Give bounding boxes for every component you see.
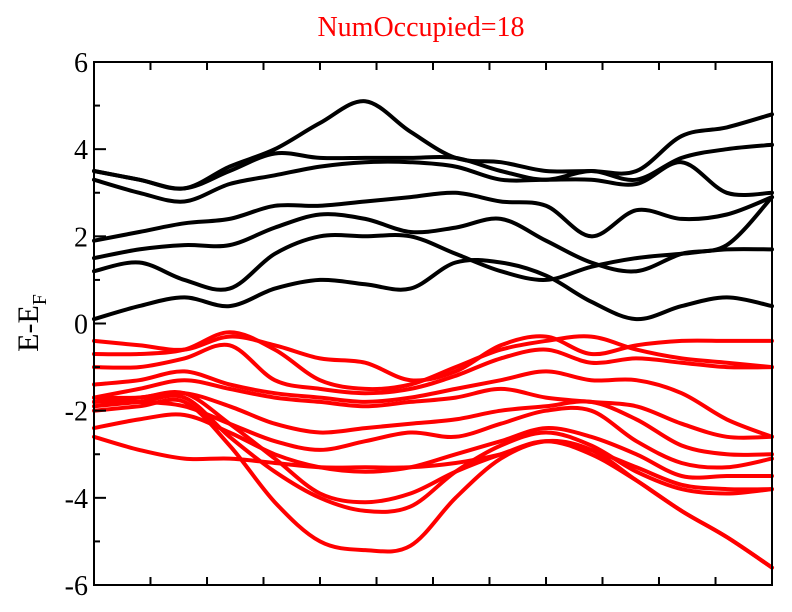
chart-title: NumOccupied=18 xyxy=(317,12,524,43)
plot-frame xyxy=(93,61,773,586)
y-tick-label: -2 xyxy=(65,397,88,428)
unoccupied-band-6 xyxy=(92,99,774,191)
occupied-band-10 xyxy=(92,369,774,439)
occupied-band-9 xyxy=(92,342,774,396)
occupied-band-12 xyxy=(92,390,774,457)
occupied-band-8 xyxy=(92,330,774,392)
series-layer xyxy=(92,99,774,570)
y-axis-label-main: E-E xyxy=(12,305,45,352)
unoccupied-band-1 xyxy=(92,233,774,292)
axes-layer: 6 4 2 0 -2 -4 -6 xyxy=(65,48,773,602)
y-tick-label: -6 xyxy=(65,571,88,602)
y-tick-label: 0 xyxy=(74,310,88,341)
occupied-band-14 xyxy=(92,412,774,480)
unoccupied-band-0 xyxy=(92,257,774,322)
y-tick-label: 6 xyxy=(74,48,88,79)
occupied-band-16 xyxy=(92,393,774,514)
svg-text:E-EF: E-EF xyxy=(12,294,51,352)
y-axis-label-subscript: F xyxy=(29,294,51,305)
unoccupied-band-2 xyxy=(92,195,774,274)
y-tick-label: -4 xyxy=(65,484,88,515)
occupied-band-11 xyxy=(92,378,774,440)
y-tick-label: 2 xyxy=(74,222,88,253)
occupied-band-15 xyxy=(92,434,774,492)
occupied-band-18 xyxy=(92,397,774,570)
unoccupied-band-3 xyxy=(92,190,774,243)
y-tick-label: 4 xyxy=(74,135,88,166)
y-axis-label: E-EF xyxy=(12,294,51,352)
